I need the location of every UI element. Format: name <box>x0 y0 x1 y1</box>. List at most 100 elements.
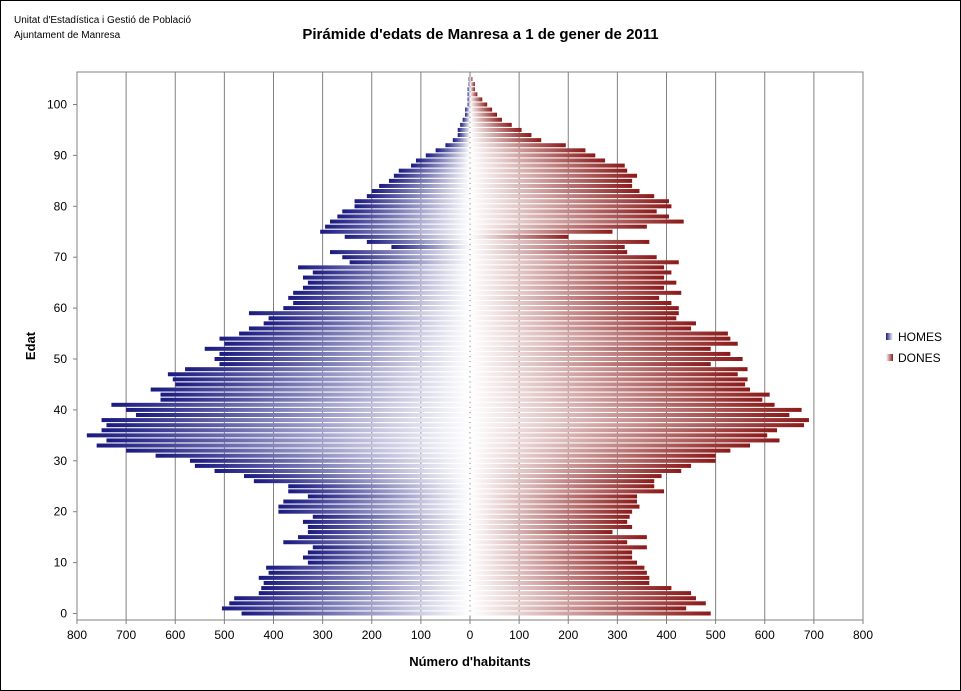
bar-dones <box>470 306 679 311</box>
bar-homes <box>221 606 470 611</box>
bar-homes <box>283 499 470 504</box>
bar-homes <box>214 468 470 473</box>
bar-dones <box>470 596 696 601</box>
bar-dones <box>470 148 586 153</box>
bar-homes <box>457 133 470 138</box>
bar-dones <box>470 540 628 545</box>
bar-dones <box>470 367 748 372</box>
bar-dones <box>470 357 743 361</box>
bar-homes <box>342 209 470 214</box>
bar-dones <box>470 204 672 209</box>
bar-homes <box>248 326 470 331</box>
bar-dones <box>470 346 711 351</box>
bar-homes <box>258 591 470 596</box>
bar-homes <box>214 357 470 361</box>
bar-homes <box>465 112 470 117</box>
bar-homes <box>467 102 470 107</box>
bar-dones <box>470 194 655 199</box>
bar-homes <box>219 336 470 341</box>
bar-homes <box>411 163 470 168</box>
bar-homes <box>467 87 470 92</box>
bar-homes <box>234 596 470 601</box>
bar-dones <box>470 392 770 397</box>
bar-homes <box>302 285 470 290</box>
bar-homes <box>263 580 470 585</box>
bar-homes <box>435 148 470 153</box>
bar-dones <box>470 336 731 341</box>
bar-homes <box>175 382 470 387</box>
bar-homes <box>155 453 470 458</box>
bar-dones <box>470 270 672 275</box>
bar-dones <box>470 412 790 417</box>
bar-homes <box>135 412 470 417</box>
bar-homes <box>337 214 470 219</box>
bar-dones <box>470 77 473 82</box>
y-tick-label: 10 <box>54 556 68 570</box>
bar-homes <box>298 535 470 540</box>
bar-homes <box>302 519 470 524</box>
y-tick-label: 60 <box>54 301 68 315</box>
bar-homes <box>366 239 470 244</box>
y-tick-label: 50 <box>54 352 68 366</box>
bar-dones <box>470 351 731 356</box>
y-tick-label: 0 <box>60 607 67 621</box>
bar-homes <box>111 402 470 407</box>
bar-dones <box>470 199 669 204</box>
bar-homes <box>312 545 470 550</box>
bar-dones <box>470 601 706 606</box>
bar-homes <box>391 245 470 250</box>
bar-dones <box>470 183 633 188</box>
x-tick-label: 600 <box>755 628 775 642</box>
bar-homes <box>371 189 470 194</box>
bar-dones <box>470 127 522 132</box>
bar-dones <box>470 122 512 127</box>
bar-homes <box>239 331 470 336</box>
bar-dones <box>470 362 711 367</box>
bar-homes <box>349 260 470 265</box>
bar-dones <box>470 499 638 504</box>
bar-dones <box>470 239 650 244</box>
bar-dones <box>470 606 687 611</box>
bar-dones <box>470 102 488 107</box>
bar-homes <box>219 362 470 367</box>
bar-dones <box>470 189 640 194</box>
bar-dones <box>470 428 778 433</box>
bar-dones <box>470 570 647 575</box>
legend-label-dones: DONES <box>898 350 941 365</box>
bar-homes <box>467 97 470 102</box>
x-tick-label: 700 <box>804 628 824 642</box>
bar-dones <box>470 474 662 479</box>
bar-dones <box>470 219 684 224</box>
bar-dones <box>470 133 532 138</box>
bar-homes <box>298 265 470 270</box>
bar-homes <box>283 540 470 545</box>
bar-dones <box>470 112 498 117</box>
bar-homes <box>425 153 470 158</box>
bar-homes <box>101 428 470 433</box>
x-tick-label: 600 <box>165 628 185 642</box>
bar-dones <box>470 560 638 565</box>
bar-dones <box>470 575 650 580</box>
bar-homes <box>278 504 470 509</box>
bar-dones <box>470 555 633 560</box>
bar-dones <box>470 453 716 458</box>
bar-homes <box>307 560 470 565</box>
bar-dones <box>470 341 738 346</box>
bar-dones <box>470 138 542 143</box>
bar-homes <box>329 250 470 255</box>
bar-dones <box>470 82 475 87</box>
bar-homes <box>457 127 470 132</box>
bar-homes <box>312 270 470 275</box>
bar-homes <box>325 224 470 229</box>
bar-homes <box>258 575 470 580</box>
bar-dones <box>470 153 596 158</box>
bar-homes <box>344 234 470 239</box>
x-tick-label: 700 <box>116 628 136 642</box>
x-tick-label: 300 <box>313 628 333 642</box>
y-tick-label: 20 <box>54 505 68 519</box>
bar-dones <box>470 301 672 306</box>
bar-homes <box>283 306 470 311</box>
bar-homes <box>263 321 470 326</box>
bar-homes <box>468 82 470 87</box>
